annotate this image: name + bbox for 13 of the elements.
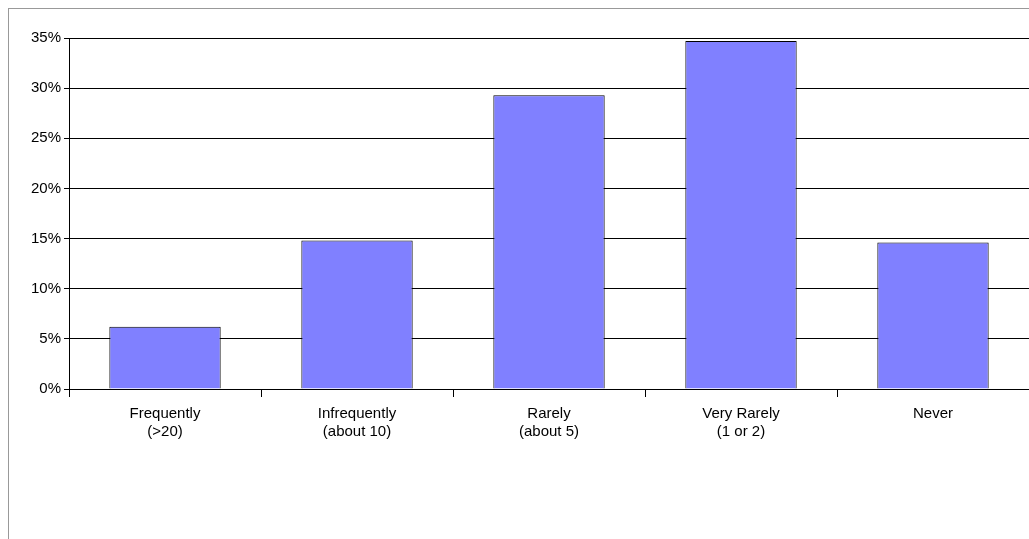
y-tick-label: 0% bbox=[39, 379, 62, 397]
y-tick-label: 30% bbox=[30, 78, 62, 96]
x-tick-label: Infrequently (about 10) bbox=[317, 404, 397, 440]
x-tick-label: Frequently (>20) bbox=[129, 404, 201, 440]
y-tick-label: 25% bbox=[30, 128, 62, 146]
x-tick-label: Never bbox=[912, 404, 954, 422]
x-tick-label: Rarely (about 5) bbox=[518, 404, 580, 440]
y-tick-label: 20% bbox=[30, 178, 62, 196]
x-tick-label: Very Rarely (1 or 2) bbox=[702, 404, 781, 440]
y-tick-label: 10% bbox=[30, 278, 62, 296]
y-tick-label: 35% bbox=[30, 28, 62, 46]
y-tick-label: 5% bbox=[39, 329, 62, 346]
y-tick-label: 15% bbox=[30, 228, 62, 246]
